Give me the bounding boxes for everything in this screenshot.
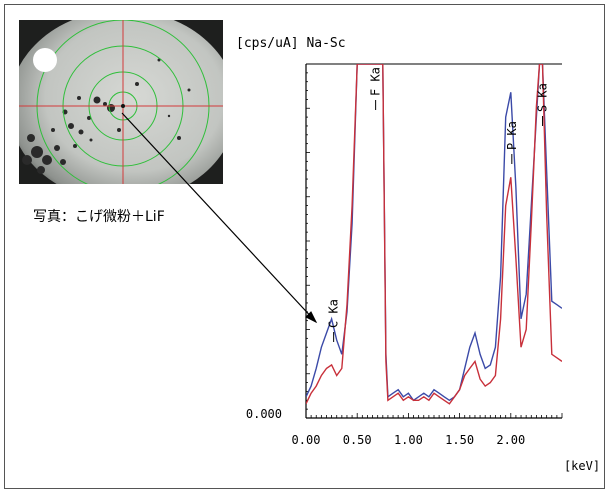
x-tick-label: 0.50 bbox=[343, 433, 372, 447]
peak-label: C Ka bbox=[327, 299, 341, 342]
sample-photo bbox=[19, 20, 223, 184]
peak-label-text: F Ka bbox=[369, 67, 383, 96]
photo-caption: 写真：こげ微粉＋LiF bbox=[33, 209, 165, 225]
x-tick-label: 1.50 bbox=[445, 433, 474, 447]
y-unit-label: [cps/uA] Na-Sc bbox=[236, 36, 346, 51]
x-tick-label: 0.00 bbox=[292, 433, 321, 447]
spectrum-series-2 bbox=[306, 64, 562, 405]
peak-label-text: P Ka bbox=[505, 121, 519, 150]
peak-label-text: S Ka bbox=[536, 83, 550, 112]
peak-label-text: C Ka bbox=[327, 299, 341, 328]
peak-label: P Ka bbox=[505, 121, 519, 164]
sample-photo-image bbox=[19, 20, 223, 184]
spectrum-series-1 bbox=[306, 64, 562, 402]
y-unit: [cps/uA] bbox=[236, 36, 299, 51]
y-tick-label: 0.000 bbox=[246, 407, 282, 421]
element-range: Na-Sc bbox=[306, 36, 346, 51]
peak-label: F Ka bbox=[369, 67, 383, 110]
x-tick-label: 2.00 bbox=[496, 433, 525, 447]
x-axis-label: [keV] bbox=[564, 459, 600, 473]
pointer-arrow bbox=[121, 112, 318, 324]
peak-label: S Ka bbox=[536, 83, 550, 126]
x-tick-label: 1.00 bbox=[394, 433, 423, 447]
glare-spot bbox=[33, 48, 57, 72]
